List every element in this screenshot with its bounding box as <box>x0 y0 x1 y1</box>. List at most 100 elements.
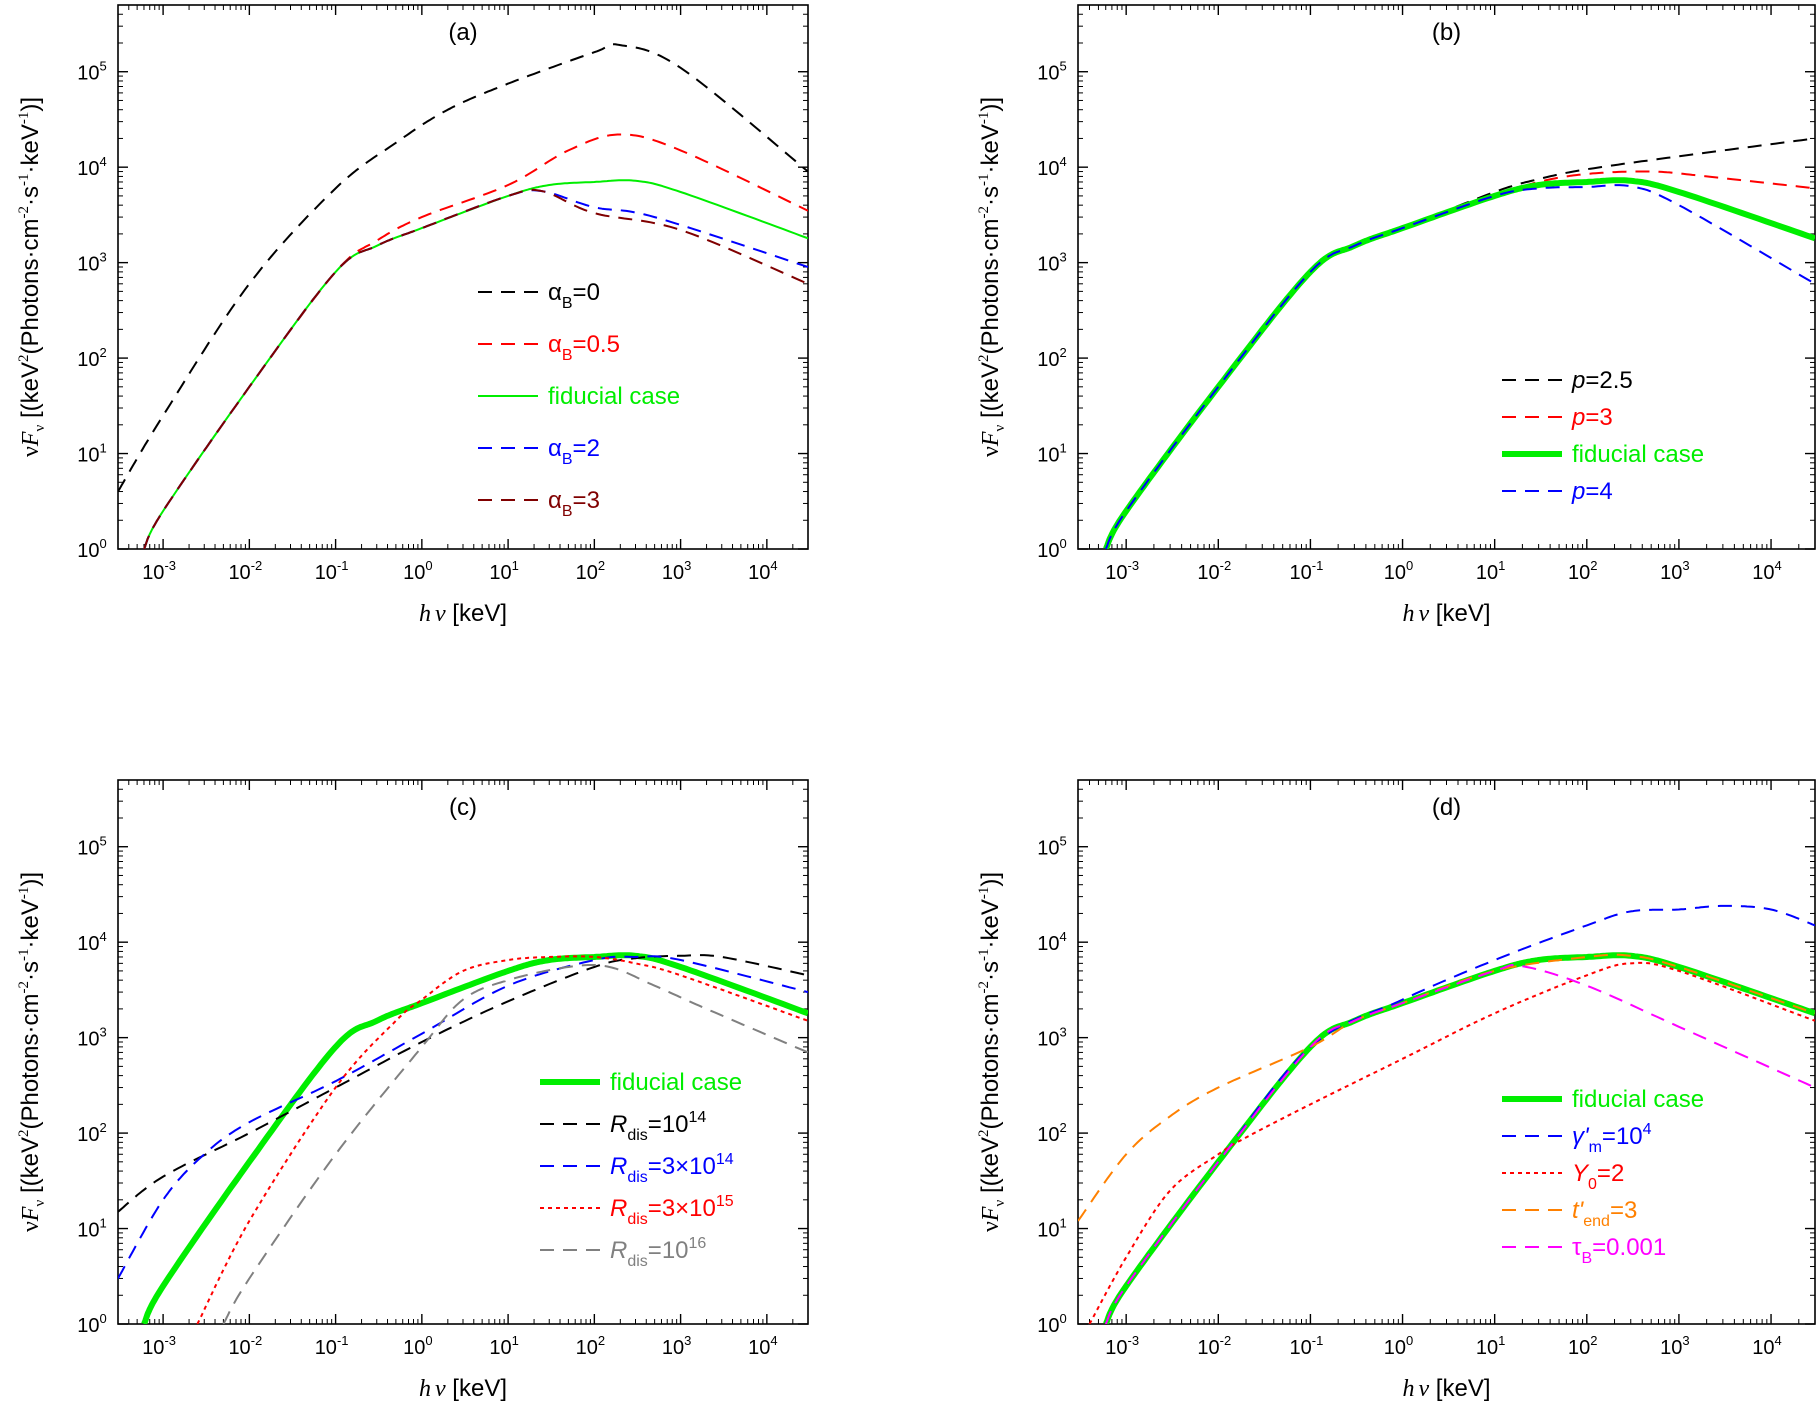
y-label-part: )] <box>977 97 1004 112</box>
y-label-sup: 2 <box>976 355 992 363</box>
y-label-nu: ν <box>978 446 1004 457</box>
x-tick-exponent: 2 <box>598 1333 605 1348</box>
x-tick-label: 104 <box>1752 1333 1781 1359</box>
y-label-part: ·keV <box>17 899 44 948</box>
x-tick-exponent: 3 <box>1682 558 1689 573</box>
series-line-2 <box>118 955 808 1279</box>
panel-title: (a) <box>448 19 477 46</box>
y-label-part: (Photons·cm <box>17 993 44 1129</box>
series-line-3 <box>1078 953 1815 1222</box>
y-tick-exponent: 1 <box>100 1216 107 1231</box>
legend-subscript: 0 <box>1588 1176 1597 1193</box>
legend-superscript: 14 <box>716 1151 734 1168</box>
y-label-part: [(keV <box>17 362 44 425</box>
legend-label: R <box>610 1153 627 1180</box>
series-line-1 <box>118 954 808 1213</box>
y-label-part: ·keV <box>977 899 1004 948</box>
x-tick-base: 10 <box>142 562 164 584</box>
y-tick-base: 10 <box>1037 838 1059 860</box>
legend-suffix: =4 <box>1585 478 1612 505</box>
x-tick-exponent: 4 <box>1775 558 1782 573</box>
legend-entry: αB=3 <box>548 487 600 520</box>
legend-label: R <box>610 1237 627 1264</box>
y-label-sup: 2 <box>16 355 32 363</box>
y-tick-label: 102 <box>77 1120 106 1146</box>
x-label-nu: ν <box>1418 601 1429 627</box>
legend-suffix: =10 <box>1602 1123 1643 1150</box>
series-line-0 <box>1103 952 1815 1324</box>
y-label-part: (Photons·cm <box>977 218 1004 354</box>
x-tick-label: 102 <box>576 558 605 584</box>
x-label-nu: ν <box>435 1376 446 1402</box>
y-tick-exponent: 0 <box>1060 1311 1067 1326</box>
series-line-1 <box>1104 170 1815 549</box>
legend-label: p <box>1571 478 1585 505</box>
legend-suffix: =3 <box>1610 1197 1637 1224</box>
y-tick-label: 103 <box>77 250 106 276</box>
y-tick-label: 104 <box>77 929 106 955</box>
y-tick-base: 10 <box>77 1124 99 1146</box>
legend-label: fiducial case <box>548 383 680 410</box>
legend-subscript: B <box>562 295 573 312</box>
x-tick-base: 10 <box>1105 562 1127 584</box>
series-line-2 <box>1103 177 1815 549</box>
y-tick-exponent: 0 <box>100 536 107 551</box>
legend-entry: αB=2 <box>548 435 600 468</box>
legend-superscript: 4 <box>1643 1121 1652 1138</box>
legend-subscript: B <box>562 451 573 468</box>
chart-panel-b: 10-3 10-2 10-1 100 101 102 103 1041001011021031… <box>976 4 1816 627</box>
y-label-part: ·keV <box>17 124 44 173</box>
y-tick-exponent: 5 <box>100 59 107 74</box>
x-tick-base: 10 <box>576 562 598 584</box>
x-label-unit: [keV] <box>1429 600 1490 627</box>
legend-suffix: =2 <box>1597 1160 1624 1187</box>
legend-label: t' <box>1572 1197 1585 1224</box>
y-tick-exponent: 3 <box>1060 250 1067 265</box>
x-tick-label: 100 <box>403 1333 432 1359</box>
legend-suffix: =3 <box>1585 404 1612 431</box>
y-tick-exponent: 0 <box>1060 536 1067 551</box>
y-label-sub: ν <box>992 1200 1008 1207</box>
y-label-part: ·s <box>17 186 44 206</box>
y-tick-label: 102 <box>1037 345 1066 371</box>
y-label-sup: -2 <box>976 206 992 219</box>
chart-panel-d: 10-3 10-2 10-1 100 101 102 103 1041001011021031… <box>976 779 1816 1402</box>
y-tick-label: 101 <box>1037 441 1066 467</box>
x-tick-exponent: -3 <box>1128 558 1140 573</box>
legend: fiducial caseRdis=1014Rdis=3×1014Rdis=3×… <box>540 1069 742 1270</box>
x-tick-label: 10-1 <box>1290 558 1324 584</box>
legend-label: α <box>548 435 562 462</box>
legend-entry: Rdis=3×1015 <box>610 1193 734 1228</box>
series-line-0 <box>118 43 808 493</box>
y-tick-exponent: 0 <box>100 1311 107 1326</box>
x-tick-base: 10 <box>403 1337 425 1359</box>
x-tick-base: 10 <box>1290 1337 1312 1359</box>
x-label-h: h <box>419 1376 431 1402</box>
y-tick-label: 101 <box>77 441 106 467</box>
x-tick-exponent: -2 <box>1220 1333 1232 1348</box>
x-tick-base: 10 <box>228 1337 250 1359</box>
x-tick-label: 101 <box>489 558 518 584</box>
y-tick-base: 10 <box>77 933 99 955</box>
series-line-0 <box>141 952 808 1324</box>
series-line-2 <box>143 179 808 549</box>
legend-suffix: =2.5 <box>1585 367 1632 394</box>
y-tick-exponent: 5 <box>100 834 107 849</box>
y-label-sup: -1 <box>976 948 992 961</box>
y-label-F: F <box>18 1206 44 1222</box>
y-label-part: ·s <box>977 186 1004 206</box>
series-group <box>118 952 808 1324</box>
x-tick-label: 10-1 <box>315 1333 349 1359</box>
x-tick-base: 10 <box>142 1337 164 1359</box>
x-tick-exponent: -1 <box>1312 558 1324 573</box>
series-group <box>1078 904 1815 1324</box>
x-tick-exponent: 0 <box>1406 558 1413 573</box>
series-line-3 <box>143 189 808 549</box>
x-tick-exponent: 1 <box>512 1333 519 1348</box>
y-label-part: )] <box>17 97 44 112</box>
legend-entry: αB=0.5 <box>548 331 620 364</box>
x-tick-base: 10 <box>228 562 250 584</box>
